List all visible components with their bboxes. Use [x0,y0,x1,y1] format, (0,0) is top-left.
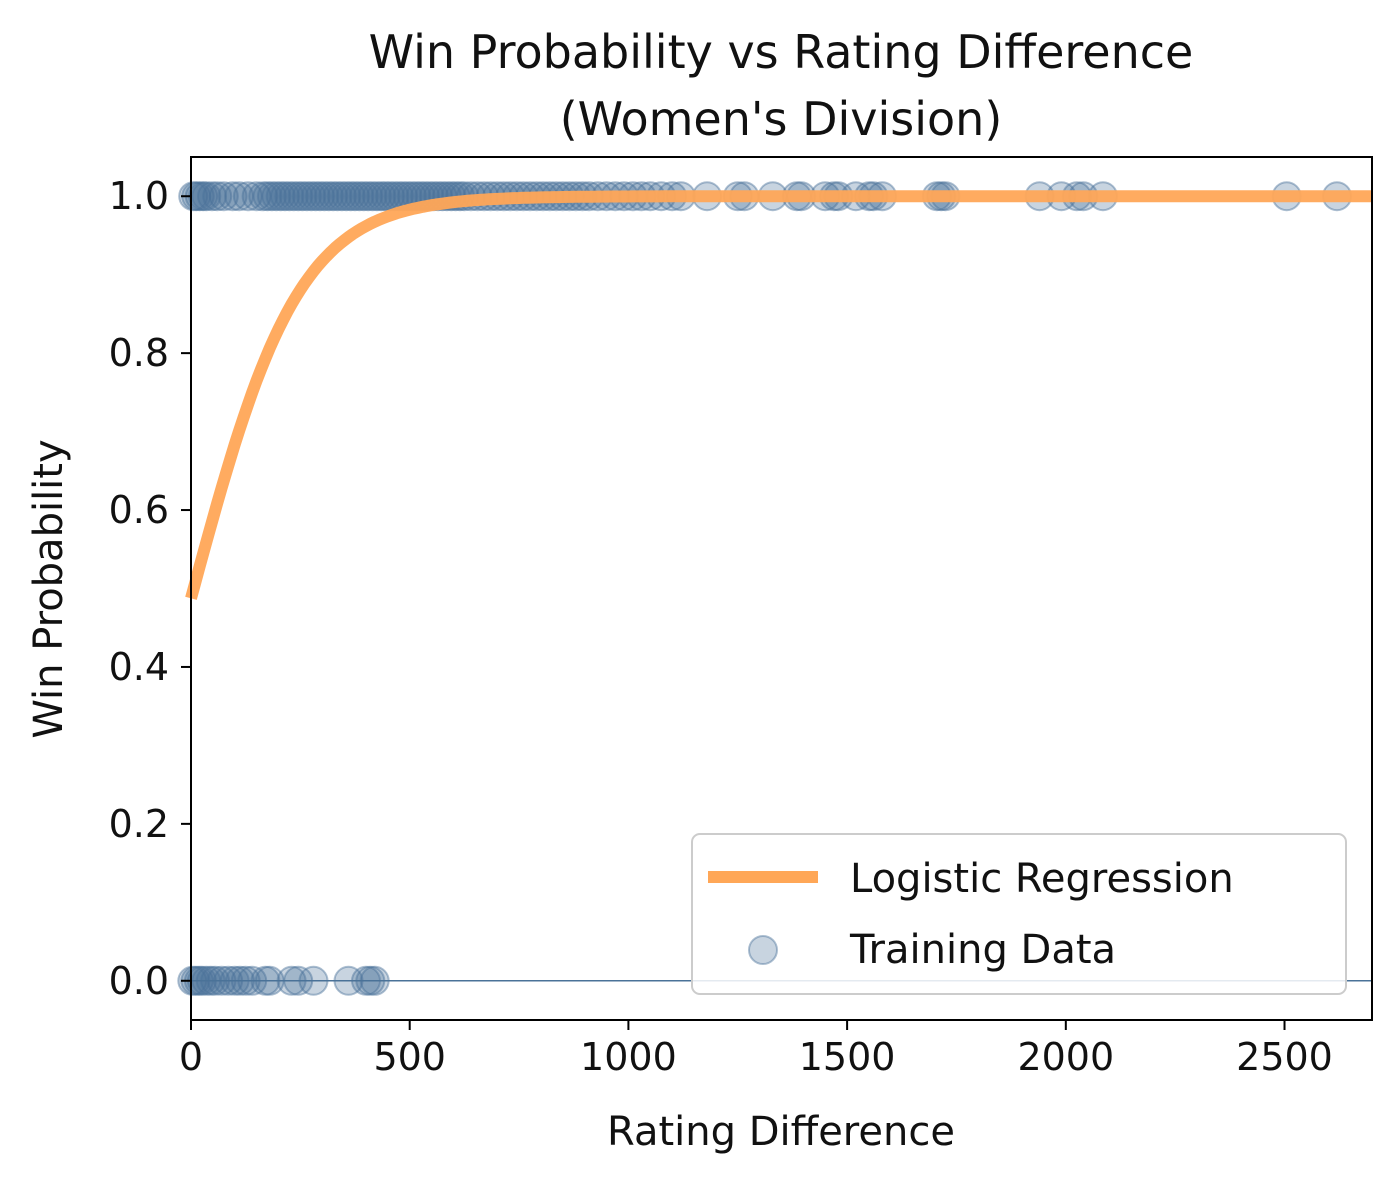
data-point [353,181,384,212]
data-point [283,181,314,212]
data-point [366,181,397,212]
data-point [197,181,227,212]
data-point [224,181,255,212]
x-tick-label: 2000 [1017,1035,1114,1079]
y-tick-label: 0.8 [109,331,169,375]
y-tick-label: 0.0 [109,959,169,1003]
data-point [305,181,335,212]
data-point [357,181,388,212]
data-point [318,181,349,212]
data-point [274,181,305,212]
x-tick-label: 2500 [1236,1035,1333,1079]
x-axis: 0 500 1000 1500 2000 2500 [179,1020,1333,1079]
x-axis-label: Rating Difference [607,1109,955,1155]
data-point [278,181,309,212]
y-axis: 0.0 0.2 0.4 0.6 0.8 1.0 [109,174,191,1003]
legend-label-logistic-regression: Logistic Regression [850,856,1234,902]
data-point [313,181,344,212]
data-point [208,181,239,212]
data-point [370,181,401,212]
legend-box [691,833,1347,995]
data-point [241,181,272,212]
data-point [191,181,222,212]
data-point [326,181,357,212]
y-axis-label: Win Probability [26,439,72,738]
logistic-regression-line [185,190,1374,600]
data-point [270,181,300,212]
x-tick-label: 0 [179,1035,203,1079]
legend-point-swatch [748,935,778,965]
x-tick-label: 1500 [799,1035,896,1079]
chart-subtitle: (Women's Division) [560,92,1003,146]
data-point [300,181,331,212]
data-point [248,181,279,212]
data-point [296,181,327,212]
data-point [217,181,248,212]
y-tick-label: 0.6 [109,488,169,532]
data-point [361,181,392,212]
x-tick-label: 1000 [580,1035,677,1079]
data-point [265,181,296,212]
data-point [178,181,209,212]
data-point [335,181,366,212]
data-point [256,181,287,212]
plot-frame [190,156,1373,1021]
data-point [348,181,379,212]
data-point [309,181,340,212]
data-point [331,181,362,212]
data-point [322,181,353,212]
data-point [340,181,370,212]
data-point [291,181,322,212]
data-point [261,181,292,212]
legend: Logistic Regression Training Data [691,833,1347,995]
data-point [344,181,375,212]
data-point [252,181,283,212]
x-tick-label: 500 [373,1035,446,1079]
data-point [202,181,233,212]
legend-label-training-data: Training Data [849,927,1116,973]
data-point [232,181,263,212]
y-tick-label: 0.2 [109,802,169,846]
data-point [287,181,318,212]
plot-area [177,181,1374,996]
y-tick-label: 1.0 [109,174,169,218]
chart-title: Win Probability vs Rating Difference [369,25,1194,79]
y-tick-label: 0.4 [109,645,169,689]
